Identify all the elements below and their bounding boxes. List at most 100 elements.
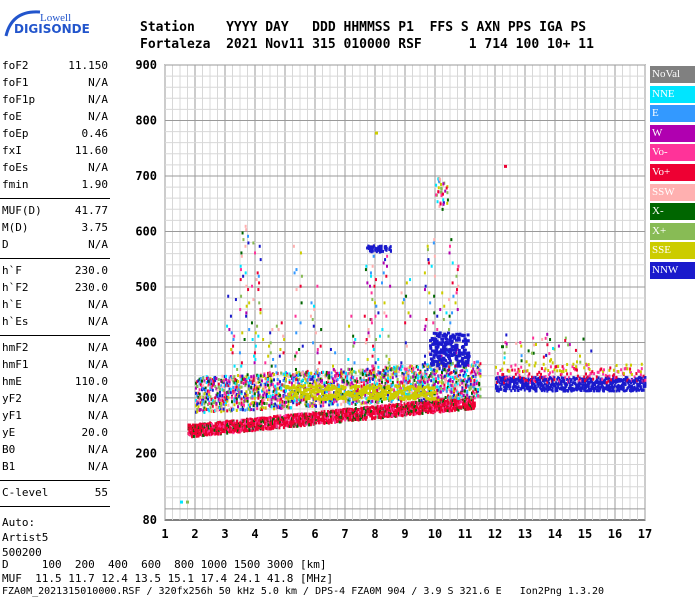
echo-point (456, 361, 460, 365)
echo-point (223, 403, 226, 407)
echo-point (437, 363, 441, 367)
echo-point (427, 391, 431, 395)
echo-point (343, 383, 346, 387)
echo-point (383, 369, 386, 373)
echo-point (376, 397, 380, 401)
echo-point (309, 389, 311, 393)
echo-point (372, 364, 375, 368)
param-label: fxI (2, 144, 22, 157)
echo-point (462, 379, 465, 383)
echo-point (477, 388, 479, 392)
echo-point (240, 361, 243, 365)
echo-point (270, 379, 273, 383)
echo-point (235, 399, 238, 403)
echo-point (365, 338, 368, 341)
echo-point (198, 397, 201, 401)
echo-point (257, 377, 260, 381)
echo-point (426, 406, 428, 410)
echo-point (329, 383, 332, 387)
echo-point (232, 407, 235, 411)
echo-point (292, 400, 295, 404)
echo-point (304, 402, 307, 406)
echo-point (269, 376, 272, 380)
echo-point (295, 351, 298, 355)
echo-point (345, 375, 347, 379)
echo-point (233, 420, 236, 424)
echo-point (271, 382, 274, 386)
echo-point (367, 373, 370, 377)
echo-point (334, 375, 337, 379)
param-row-he: h`E N/A (2, 298, 108, 312)
echo-point (430, 403, 433, 407)
echo-point (243, 400, 245, 404)
echo-point (441, 192, 444, 196)
echo-point (203, 392, 206, 396)
echo-point (370, 373, 373, 377)
echo-point (246, 418, 249, 422)
echo-point (357, 418, 360, 422)
echo-point (430, 338, 434, 342)
echo-point (208, 409, 211, 413)
echo-point (321, 396, 323, 400)
echo-point (213, 376, 215, 380)
echo-point (237, 374, 239, 378)
echo-point (213, 401, 215, 405)
echo-point (280, 406, 283, 410)
echo-point (440, 182, 443, 186)
echo-point (374, 361, 377, 365)
echo-point (467, 363, 470, 367)
echo-point (370, 291, 373, 295)
echo-point (370, 386, 374, 390)
echo-point (437, 186, 440, 190)
echo-point (295, 377, 298, 381)
echo-point (353, 341, 356, 345)
echo-point (364, 370, 367, 374)
echo-point (197, 401, 200, 405)
echo-point (208, 382, 211, 386)
echo-point (202, 398, 205, 402)
echo-point (430, 349, 434, 353)
echo-point (286, 372, 289, 376)
echo-point (224, 424, 227, 428)
echo-point (334, 369, 337, 373)
echo-point (253, 354, 256, 358)
echo-point (382, 375, 385, 379)
echo-point (257, 334, 260, 338)
param-label: M(D) (2, 221, 29, 234)
echo-point (211, 399, 214, 403)
echo-point (372, 388, 375, 392)
echo-point (354, 387, 357, 391)
echo-point (273, 372, 275, 376)
echo-point (267, 397, 269, 401)
echo-point (280, 321, 283, 325)
echo-point (259, 376, 262, 380)
echo-point (279, 404, 281, 408)
echo-point (375, 394, 378, 398)
echo-point (369, 388, 371, 392)
echo-point (405, 374, 407, 378)
echo-point (467, 404, 470, 408)
echo-point (232, 389, 235, 393)
echo-point (222, 380, 225, 384)
echo-point (203, 425, 206, 429)
echo-point (388, 248, 391, 252)
param-row-b1: B1 N/A (2, 460, 108, 474)
echo-point (282, 426, 285, 430)
echo-point (405, 405, 408, 409)
echo-point (411, 369, 413, 373)
echo-point (366, 281, 369, 285)
echo-point (319, 386, 322, 390)
echo-point (373, 381, 376, 385)
echo-point (360, 384, 363, 388)
echo-point (454, 364, 457, 368)
echo-point (265, 402, 268, 406)
echo-point (360, 396, 363, 400)
echo-point (217, 378, 220, 382)
echo-point (247, 407, 250, 411)
echo-point (373, 390, 377, 394)
echo-point (383, 374, 386, 378)
echo-point (331, 377, 334, 381)
echo-point (457, 348, 461, 352)
echo-point (349, 378, 352, 382)
echo-point (461, 386, 464, 390)
